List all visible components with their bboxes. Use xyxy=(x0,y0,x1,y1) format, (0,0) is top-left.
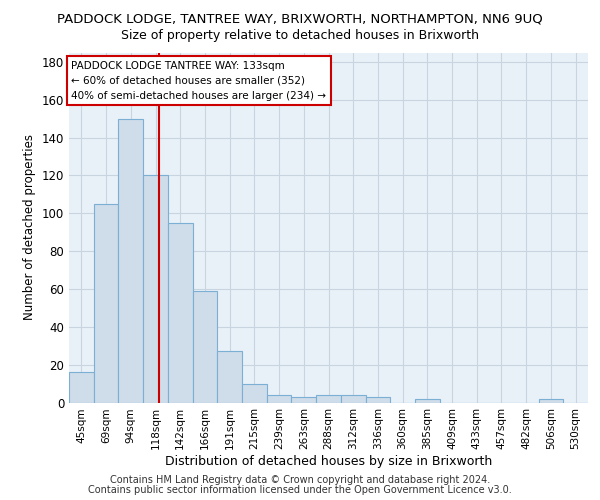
X-axis label: Distribution of detached houses by size in Brixworth: Distribution of detached houses by size … xyxy=(165,455,492,468)
Bar xyxy=(292,397,316,402)
Bar xyxy=(118,118,143,403)
Bar xyxy=(242,384,267,402)
Bar xyxy=(267,395,292,402)
Bar xyxy=(365,397,390,402)
Bar xyxy=(415,398,440,402)
Bar xyxy=(316,395,341,402)
Bar xyxy=(69,372,94,402)
Bar xyxy=(217,352,242,403)
Bar xyxy=(193,291,217,403)
Y-axis label: Number of detached properties: Number of detached properties xyxy=(23,134,36,320)
Text: Contains HM Land Registry data © Crown copyright and database right 2024.: Contains HM Land Registry data © Crown c… xyxy=(110,475,490,485)
Bar xyxy=(143,176,168,402)
Bar xyxy=(168,223,193,402)
Bar xyxy=(94,204,118,402)
Text: PADDOCK LODGE TANTREE WAY: 133sqm
← 60% of detached houses are smaller (352)
40%: PADDOCK LODGE TANTREE WAY: 133sqm ← 60% … xyxy=(71,61,326,100)
Bar xyxy=(341,395,365,402)
Text: Contains public sector information licensed under the Open Government Licence v3: Contains public sector information licen… xyxy=(88,485,512,495)
Text: PADDOCK LODGE, TANTREE WAY, BRIXWORTH, NORTHAMPTON, NN6 9UQ: PADDOCK LODGE, TANTREE WAY, BRIXWORTH, N… xyxy=(57,12,543,26)
Bar xyxy=(539,398,563,402)
Text: Size of property relative to detached houses in Brixworth: Size of property relative to detached ho… xyxy=(121,29,479,42)
